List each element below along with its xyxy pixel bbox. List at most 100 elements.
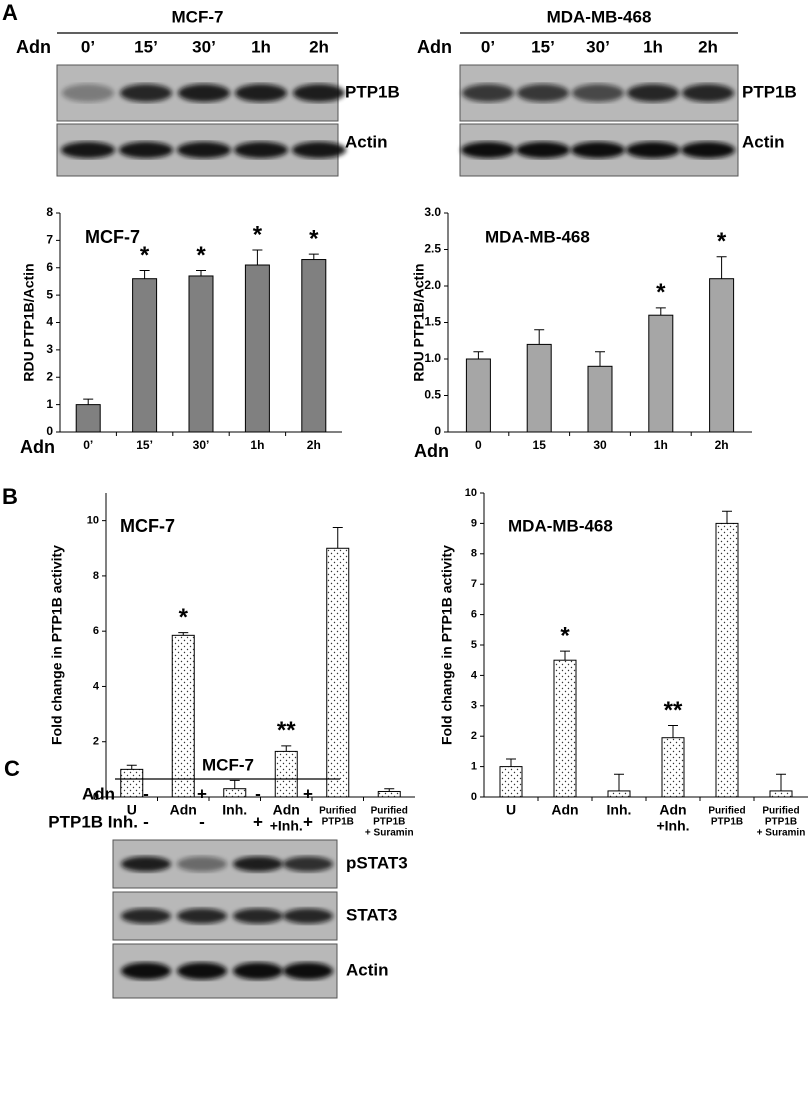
- y-tick-label: 2.5: [424, 242, 441, 256]
- y-tick-label: 3.0: [424, 205, 441, 219]
- x-tick-label: 0: [475, 438, 482, 452]
- condition-sign: +: [303, 784, 313, 803]
- blot-band: [177, 908, 227, 924]
- bar: [188, 275, 214, 433]
- x-tick-label: Adn: [551, 802, 578, 818]
- blot-band: [516, 141, 570, 159]
- blot-band: [627, 84, 679, 102]
- x-tick-label: Purified: [371, 806, 408, 817]
- blot-band: [177, 962, 227, 980]
- significance-label: *: [253, 221, 263, 248]
- y-tick-label: 2.0: [424, 278, 441, 292]
- x-tick-label: PTP1B: [765, 817, 797, 828]
- y-tick-label: 4: [46, 315, 53, 329]
- y-tick-label: 0: [93, 791, 99, 803]
- y-axis-label: Fold change in PTP1B activity: [439, 545, 455, 745]
- error-bar: [595, 351, 605, 367]
- y-tick-label: 3: [471, 700, 477, 712]
- bar: [709, 278, 735, 433]
- bar: [171, 634, 195, 798]
- error-bar: [384, 788, 395, 792]
- significance-label: *: [560, 622, 570, 649]
- condition-sign: -: [199, 812, 205, 831]
- y-tick-label: 2: [93, 736, 99, 748]
- panel-label: A: [2, 0, 18, 25]
- condition-sign: -: [143, 812, 149, 831]
- error-bar: [178, 632, 189, 636]
- x-tick-label: +Inh.: [656, 818, 689, 834]
- error-bar: [229, 779, 240, 789]
- y-tick-label: 8: [471, 548, 477, 560]
- bar: [465, 358, 491, 433]
- x-tick-label: Adn: [170, 802, 197, 818]
- bar: [587, 365, 613, 433]
- lane-label: 1h: [643, 37, 663, 56]
- blot-row-label: Actin: [345, 132, 388, 151]
- x-tick-label: + Suramin: [365, 828, 414, 839]
- blot-band: [121, 908, 171, 924]
- bar: [715, 522, 739, 798]
- y-tick-label: 1: [471, 761, 477, 773]
- blot-band: [62, 84, 114, 102]
- y-tick-label: 2: [471, 730, 477, 742]
- x-tick-label: 2h: [715, 438, 729, 452]
- blot-band: [517, 84, 569, 102]
- error-bar: [308, 253, 319, 260]
- blot-band: [682, 84, 734, 102]
- lane-label: 0’: [481, 37, 495, 56]
- condition-label: Adn: [82, 784, 115, 803]
- x-tick-label: + Suramin: [757, 828, 806, 839]
- error-bar: [139, 269, 150, 279]
- x-tick-label: PTP1B: [711, 817, 743, 828]
- condition-sign: +: [303, 812, 313, 831]
- error-bar: [473, 351, 484, 359]
- bar: [377, 790, 401, 798]
- y-axis-label: Fold change in PTP1B activity: [49, 545, 65, 745]
- bar: [769, 790, 793, 798]
- y-tick-label: 7: [46, 233, 53, 247]
- condition-label: PTP1B Inh.: [48, 812, 138, 831]
- bar: [223, 788, 247, 798]
- bar: [75, 404, 101, 433]
- y-tick-label: 6: [471, 609, 477, 621]
- lane-label: 30’: [192, 37, 216, 56]
- x-tick-label: U: [127, 802, 137, 818]
- bar: [648, 314, 674, 433]
- chart-title: MDA-MB-468: [508, 516, 613, 535]
- x-tick-label: 0’: [83, 438, 93, 452]
- error-bar: [83, 398, 94, 405]
- x-tick-label: Adn: [273, 802, 300, 818]
- condition-sign: +: [197, 784, 207, 803]
- blot-band: [234, 141, 288, 159]
- blot-row-label: STAT3: [346, 905, 397, 924]
- lane-label: 0’: [81, 37, 95, 56]
- blot-band: [283, 908, 333, 924]
- treatment-label: Adn: [417, 37, 452, 57]
- y-tick-label: 4: [471, 669, 478, 681]
- lane-label: 1h: [251, 37, 271, 56]
- bar: [526, 343, 552, 433]
- significance-label: *: [309, 225, 319, 252]
- x-tick-label: Inh.: [222, 802, 247, 818]
- y-tick-label: 8: [93, 570, 99, 582]
- blot-band: [233, 908, 283, 924]
- lane-label: 30’: [586, 37, 610, 56]
- lane-label: 15’: [134, 37, 158, 56]
- bar: [326, 547, 350, 798]
- significance-label: *: [717, 228, 727, 255]
- x-tick-label: Inh.: [607, 802, 632, 818]
- y-tick-label: 10: [87, 515, 99, 527]
- x-axis-label: Adn: [20, 437, 55, 457]
- error-bar: [506, 758, 516, 767]
- bar: [274, 750, 298, 798]
- significance-label: *: [196, 242, 206, 269]
- blot-band: [462, 84, 514, 102]
- error-bar: [332, 527, 343, 549]
- error-bar: [126, 764, 137, 770]
- bar: [499, 766, 523, 798]
- y-tick-label: 1: [46, 397, 53, 411]
- significance-label: **: [277, 717, 296, 744]
- error-bar: [534, 329, 545, 345]
- blot-band: [626, 141, 680, 159]
